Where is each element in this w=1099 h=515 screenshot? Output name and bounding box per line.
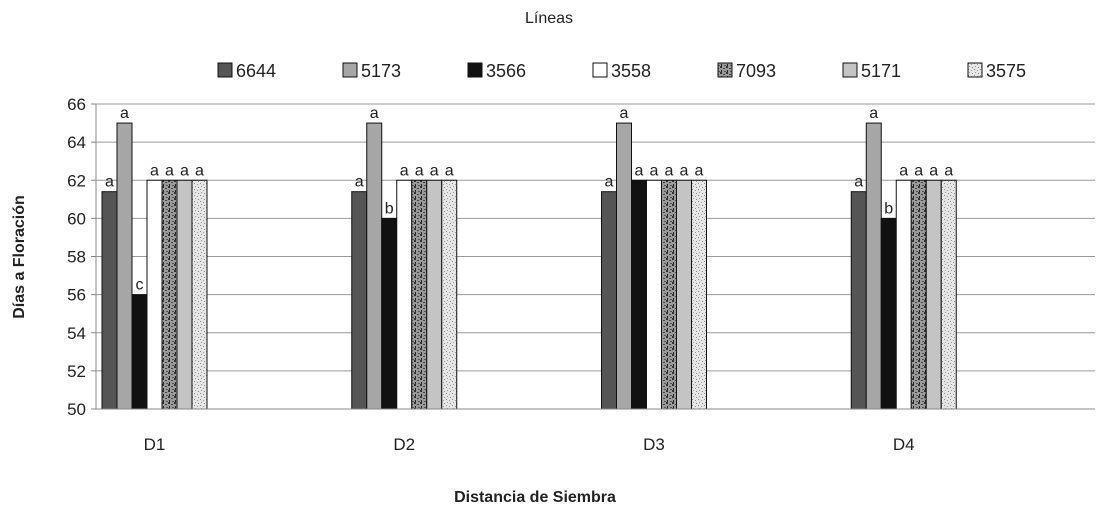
bar-7093-D1 — [161, 179, 178, 410]
bar-3566-D4 — [880, 217, 897, 410]
legend-swatch-3575 — [967, 62, 983, 78]
x-category-label: D1 — [144, 435, 166, 454]
bar-5171-D2 — [426, 179, 443, 410]
bar-3575-D1 — [191, 179, 208, 410]
legend-title: Líneas — [525, 10, 573, 27]
significance-label: a — [120, 105, 129, 122]
y-tick-label: 54 — [67, 324, 86, 343]
bar-5173-D2 — [366, 122, 383, 410]
legend-label-3575: 3575 — [986, 61, 1026, 81]
y-tick-label: 60 — [67, 209, 86, 228]
significance-label: c — [136, 277, 144, 294]
legend-swatch-3558 — [592, 62, 608, 78]
bar-6644-D3 — [601, 191, 617, 410]
significance-label: a — [180, 162, 189, 179]
x-axis-categories: D1 D2 D3 D4 — [144, 435, 915, 454]
legend-label-3558: 3558 — [611, 61, 651, 81]
significance-label: a — [195, 162, 204, 179]
significance-label: a — [165, 162, 174, 179]
bar-6644-D4 — [850, 191, 867, 410]
bar-5171-D1 — [176, 179, 193, 410]
significance-label: a — [929, 162, 938, 179]
significance-label: a — [150, 162, 159, 179]
significance-label: a — [445, 162, 454, 179]
bar-3575-D2 — [441, 179, 458, 410]
legend-swatch-6644 — [217, 62, 233, 78]
significance-label: a — [430, 162, 439, 179]
bar-5173-D3 — [616, 122, 632, 410]
significance-label: a — [695, 162, 704, 179]
legend-swatch-5171 — [842, 62, 858, 78]
significance-label: a — [899, 162, 908, 179]
significance-label: a — [650, 162, 659, 179]
significance-label: a — [355, 174, 364, 191]
significance-label: a — [620, 105, 629, 122]
x-axis-title: Distancia de Siembra — [454, 489, 616, 506]
bars — [101, 122, 957, 410]
y-axis-title: Días a Floración — [11, 195, 28, 319]
significance-label: a — [635, 162, 644, 179]
y-tick-label: 62 — [67, 171, 86, 190]
y-tick-label: 64 — [67, 133, 86, 152]
significance-label: a — [680, 162, 689, 179]
significance-label: a — [914, 162, 923, 179]
significance-label: a — [605, 174, 614, 191]
bar-7093-D3 — [661, 179, 677, 410]
bar-7093-D4 — [910, 179, 927, 410]
bar-3558-D1 — [146, 179, 163, 410]
bar-3566-D2 — [381, 217, 398, 410]
significance-label: a — [400, 162, 409, 179]
significance-label: a — [944, 162, 953, 179]
significance-label: a — [105, 174, 114, 191]
significance-label: a — [854, 174, 863, 191]
bar-6644-D2 — [351, 191, 368, 410]
bar-7093-D2 — [411, 179, 428, 410]
legend-swatch-7093 — [717, 62, 733, 78]
legend-label-5173: 5173 — [361, 61, 401, 81]
bar-3575-D4 — [940, 179, 957, 410]
legend-label-3566: 3566 — [486, 61, 526, 81]
bar-3558-D4 — [895, 179, 912, 410]
bar-5173-D1 — [116, 122, 133, 410]
y-tick-label: 50 — [67, 400, 86, 419]
y-tick-label: 58 — [67, 248, 86, 267]
x-category-label: D2 — [393, 435, 415, 454]
gridlines — [96, 103, 1095, 372]
significance-label: a — [665, 162, 674, 179]
significance-label: a — [415, 162, 424, 179]
legend-label-7093: 7093 — [736, 61, 776, 81]
bar-5171-D3 — [676, 179, 692, 410]
y-tick-label: 52 — [67, 362, 86, 381]
bar-3566-D1 — [131, 294, 148, 410]
significance-label: a — [370, 105, 379, 122]
bar-3575-D3 — [691, 179, 707, 410]
legend: 6644 5173 3566 3558 7093 5171 3575 — [217, 61, 1026, 81]
bar-6644-D1 — [101, 191, 118, 410]
bar-3566-D3 — [631, 179, 647, 410]
legend-swatch-3566 — [467, 62, 483, 78]
y-tick-label: 66 — [67, 95, 86, 114]
significance-label: b — [385, 200, 394, 217]
y-axis-ticks: 50 52 54 56 58 60 62 64 66 — [67, 95, 96, 419]
legend-label-6644: 6644 — [236, 61, 276, 81]
legend-label-5171: 5171 — [861, 61, 901, 81]
bar-5171-D4 — [925, 179, 942, 410]
legend-swatch-5173 — [342, 62, 358, 78]
bar-3558-D3 — [646, 179, 662, 410]
bar-5173-D4 — [865, 122, 882, 410]
x-category-label: D3 — [643, 435, 665, 454]
significance-label: a — [869, 105, 878, 122]
significance-label: b — [884, 200, 893, 217]
bar-3558-D2 — [396, 179, 413, 410]
y-tick-label: 56 — [67, 286, 86, 305]
x-category-label: D4 — [893, 435, 915, 454]
